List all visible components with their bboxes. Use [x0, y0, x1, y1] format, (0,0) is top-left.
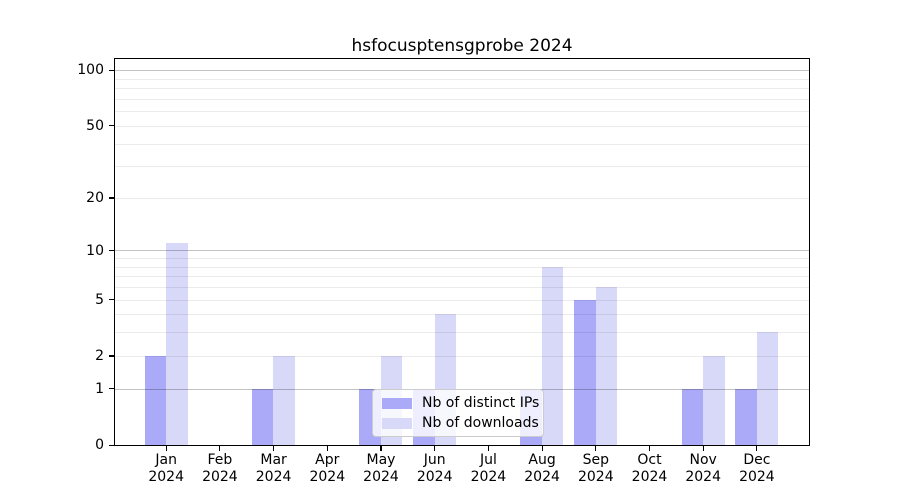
x-tick-label-jan: Jan 2024: [126, 452, 206, 486]
x-tick-label-apr: Apr 2024: [287, 452, 367, 486]
bar-downloads-nov: [703, 355, 725, 445]
y-tick-mark-1: [109, 388, 114, 390]
bars-layer: [115, 59, 809, 445]
x-tick-year: 2024: [524, 469, 560, 485]
x-tick-label-nov: Nov 2024: [663, 452, 743, 486]
x-tick-year: 2024: [416, 469, 453, 485]
x-tick-mark-aug: [541, 446, 543, 452]
y-tick-label-2: 2: [95, 348, 104, 364]
y-tick-label-20: 20: [86, 190, 104, 206]
y-tick-mark-20: [109, 197, 114, 199]
x-tick-label-feb: Feb 2024: [180, 452, 260, 486]
x-tick-mark-nov: [702, 446, 704, 452]
bar-distinct-ips-jan: [144, 355, 166, 445]
x-tick-month: Mar: [260, 452, 287, 468]
x-tick-month: Feb: [207, 452, 233, 468]
y-tick-mark-10: [109, 249, 114, 252]
y-tick-mark-50: [109, 125, 114, 127]
y-tick-label-0: 0: [95, 437, 104, 454]
x-tick-month: May: [366, 452, 396, 468]
x-tick-mark-oct: [648, 446, 651, 452]
legend-entry-distinct-ips: Nb of distinct IPs: [382, 393, 539, 413]
bar-distinct-ips-dec: [735, 388, 757, 445]
x-tick-year: 2024: [739, 469, 775, 485]
legend-label-distinct-ips: Nb of distinct IPs: [422, 395, 540, 411]
bar-distinct-ips-sep: [574, 299, 596, 445]
y-tick-label-100: 100: [77, 62, 104, 79]
x-tick-label-sep: Sep 2024: [556, 452, 636, 486]
x-tick-label-may: May 2024: [341, 452, 421, 486]
plot-area: Nb of distinct IPs Nb of downloads: [114, 58, 810, 446]
x-tick-mark-dec: [756, 446, 758, 452]
x-tick-mark-jan: [165, 446, 167, 452]
y-tick-mark-0: [109, 444, 114, 446]
y-tick-label-5: 5: [95, 291, 104, 308]
y-tick-label-50: 50: [86, 117, 104, 134]
x-tick-year: 2024: [309, 469, 346, 485]
x-tick-year: 2024: [255, 469, 292, 485]
x-tick-label-oct: Oct 2024: [610, 452, 690, 486]
bar-distinct-ips-nov: [681, 388, 703, 445]
bar-downloads-aug: [541, 266, 564, 445]
x-tick-month: Dec: [743, 452, 771, 468]
x-tick-year: 2024: [685, 469, 721, 485]
legend-entry-downloads: Nb of downloads: [382, 413, 539, 433]
x-tick-month: Jun: [423, 452, 446, 468]
x-tick-month: Oct: [637, 452, 662, 468]
x-tick-month: Nov: [689, 452, 717, 468]
x-tick-month: Jul: [479, 452, 497, 468]
bar-downloads-mar: [273, 355, 295, 445]
x-tick-label-aug: Aug 2024: [502, 452, 582, 486]
x-tick-year: 2024: [202, 469, 238, 485]
bar-downloads-jan: [166, 243, 188, 445]
x-tick-month: Apr: [315, 452, 340, 468]
x-tick-mark-may: [380, 446, 382, 452]
x-tick-month: Sep: [582, 452, 609, 468]
bar-downloads-sep: [595, 287, 618, 445]
x-tick-mark-sep: [595, 446, 597, 452]
x-tick-mark-mar: [273, 446, 275, 452]
y-tick-mark-100: [109, 69, 114, 71]
y-tick-label-1: 1: [95, 380, 104, 397]
x-tick-year: 2024: [470, 469, 507, 485]
x-tick-mark-feb: [219, 446, 221, 452]
x-tick-mark-apr: [326, 446, 328, 452]
x-tick-mark-jul: [487, 446, 489, 452]
legend-swatch-distinct-ips: [382, 397, 412, 409]
chart-title: hsfocusptensgprobe 2024: [351, 36, 573, 56]
legend-swatch-downloads: [382, 417, 412, 429]
x-tick-label-dec: Dec 2024: [717, 452, 797, 486]
x-tick-label-jun: Jun 2024: [395, 452, 475, 486]
y-tick-mark-2: [109, 355, 114, 357]
x-tick-label-jul: Jul 2024: [448, 452, 528, 486]
x-tick-mark-jun: [434, 446, 436, 452]
x-tick-month: Aug: [528, 452, 556, 468]
y-tick-mark-5: [109, 299, 114, 301]
x-tick-label-mar: Mar 2024: [234, 452, 314, 486]
y-tick-label-10: 10: [86, 242, 104, 259]
x-tick-month: Jan: [155, 452, 177, 468]
x-tick-year: 2024: [577, 469, 614, 485]
legend-label-downloads: Nb of downloads: [422, 415, 539, 431]
bar-distinct-ips-mar: [251, 388, 274, 445]
bar-downloads-dec: [756, 332, 779, 445]
legend: Nb of distinct IPs Nb of downloads: [372, 389, 544, 437]
x-tick-year: 2024: [148, 469, 184, 485]
x-tick-year: 2024: [363, 469, 399, 485]
x-tick-year: 2024: [631, 469, 668, 485]
